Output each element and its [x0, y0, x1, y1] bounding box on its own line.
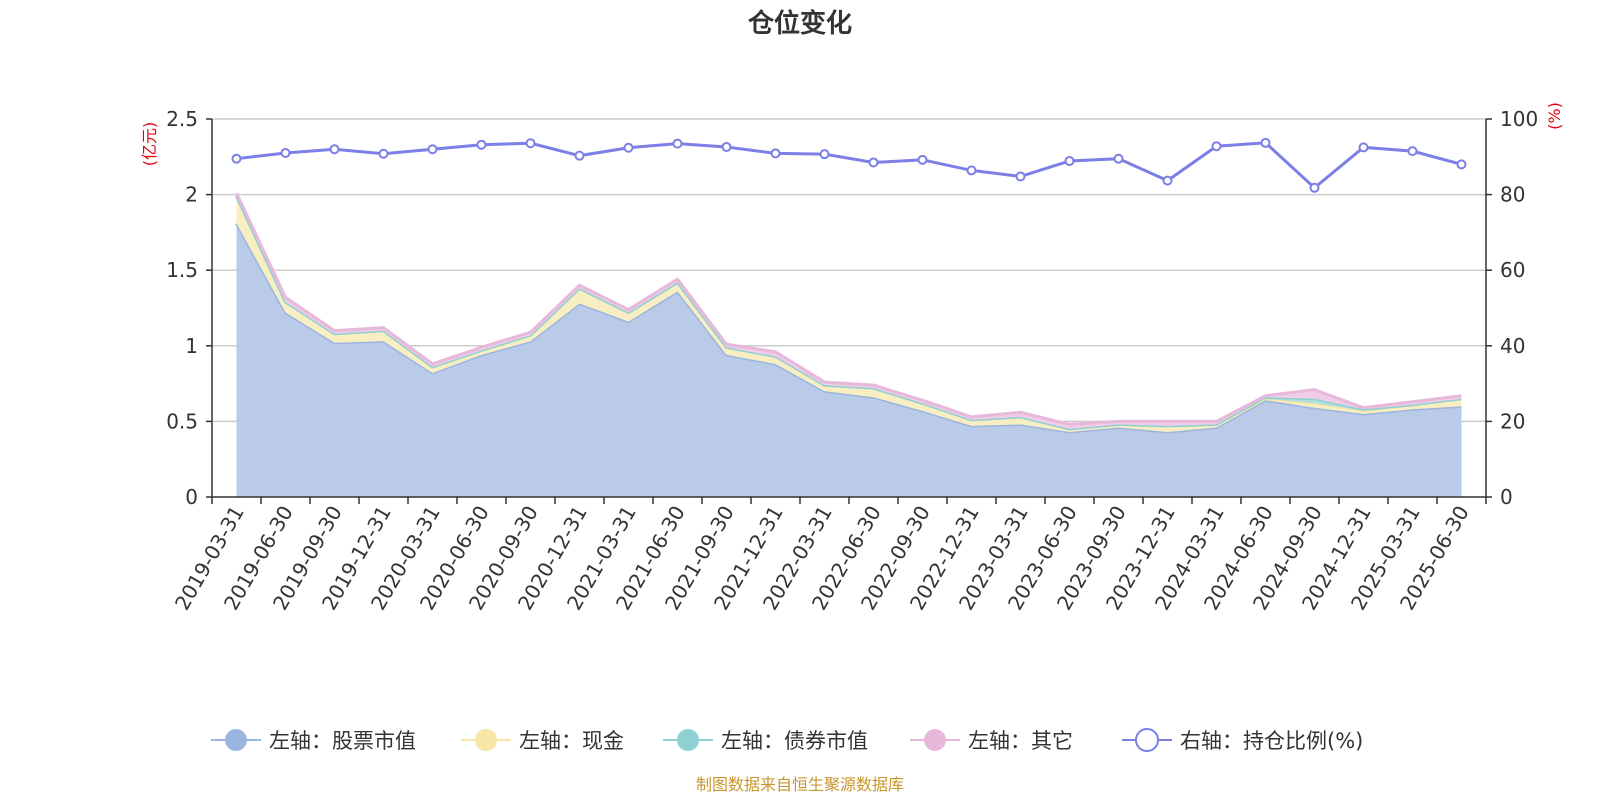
legend: 左轴：股票市值 左轴：现金 左轴：债券市值 左轴：其它 右轴：持仓比例(%) — [211, 728, 1363, 753]
ratio-point — [280, 148, 291, 159]
left-tick-label: 0.5 — [166, 409, 198, 433]
right-tick-label: 20 — [1500, 409, 1525, 433]
ratio-point — [1456, 159, 1467, 170]
legend-marker-3 — [924, 729, 946, 751]
legend-label-2: 左轴：债券市值 — [721, 729, 868, 753]
right-tick-label: 80 — [1500, 183, 1525, 207]
right-axis-unit: (%) — [1545, 102, 1564, 130]
right-tick-label: 0 — [1500, 485, 1513, 509]
ratio-point — [672, 138, 683, 149]
area-series-2 — [236, 196, 1462, 429]
ratio-point — [1358, 142, 1369, 153]
ratio-point — [819, 149, 830, 160]
ratio-point — [868, 157, 879, 168]
ratio-point — [329, 144, 340, 155]
legend-label-0: 左轴：股票市值 — [269, 729, 416, 753]
stacked-areas — [235, 192, 1462, 497]
area-edge-series-3 — [235, 192, 1462, 426]
left-tick-label: 2.5 — [166, 107, 198, 131]
ratio-point — [378, 148, 389, 159]
legend-label-1: 左轴：现金 — [519, 729, 624, 753]
right-tick-label: 40 — [1500, 334, 1525, 358]
ratio-line-path — [236, 141, 1462, 190]
ratio-point — [1309, 182, 1320, 193]
legend-marker-4 — [1135, 728, 1159, 752]
legend-marker-1 — [475, 729, 497, 751]
ratio-point — [231, 153, 242, 164]
ratio-point — [574, 150, 585, 161]
ratio-point — [917, 154, 928, 165]
left-axis-unit: (亿元) — [140, 122, 159, 167]
legend-marker-0 — [225, 729, 247, 751]
ratio-line — [231, 137, 1467, 193]
ratio-point — [623, 142, 634, 153]
right-tick-label: 60 — [1500, 258, 1525, 282]
legend-label-4: 右轴：持仓比例(%) — [1180, 729, 1363, 753]
ratio-point — [525, 138, 536, 149]
left-tick-label: 0 — [185, 485, 198, 509]
left-tick-label: 1 — [185, 334, 198, 358]
right-tick-label: 100 — [1500, 107, 1538, 131]
legend-label-3: 左轴：其它 — [968, 729, 1073, 753]
ratio-point — [1162, 175, 1173, 186]
ratio-point — [1015, 171, 1026, 182]
left-tick-label: 2 — [185, 183, 198, 207]
ratio-point — [1211, 141, 1222, 152]
ratio-point — [770, 148, 781, 159]
ratio-point — [1064, 155, 1075, 166]
chart-title: 仓位变化 — [747, 8, 852, 39]
ratio-point — [1113, 153, 1124, 164]
left-tick-label: 1.5 — [166, 258, 198, 282]
ratio-point — [966, 165, 977, 176]
ratio-point — [427, 144, 438, 155]
source-note: 制图数据来自恒生聚源数据库 — [696, 775, 904, 794]
area-series-0 — [236, 223, 1462, 497]
ratio-point — [476, 139, 487, 150]
legend-marker-2 — [677, 729, 699, 751]
ratio-point — [1260, 137, 1271, 148]
ratio-point — [1407, 146, 1418, 157]
ratio-point — [721, 141, 732, 152]
